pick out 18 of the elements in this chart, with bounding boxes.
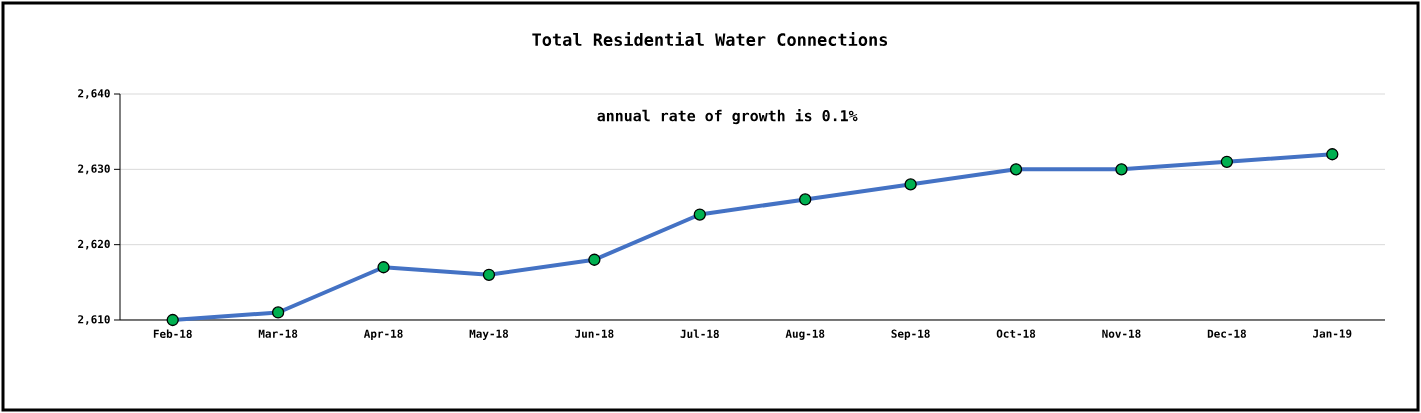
x-tick-label: Nov-18 bbox=[1102, 329, 1141, 338]
x-tick-label: Aug-18 bbox=[785, 329, 825, 340]
x-tick-label: Sep-18 bbox=[891, 329, 930, 340]
x-tick-label: Jun-18 bbox=[575, 329, 614, 338]
y-tick-label: 2,640 bbox=[78, 89, 110, 99]
x-tick-label: Mar-18 bbox=[258, 329, 298, 338]
x-tick-label: Jul-18 bbox=[680, 329, 719, 338]
x-tick-label: Oct-18 bbox=[996, 329, 1036, 338]
annotation: annual rate of growth is 0.1% bbox=[597, 108, 858, 125]
x-tick-label: May-18 bbox=[469, 329, 509, 340]
y-tick-label: 2,610 bbox=[78, 315, 110, 325]
x-tick-label: Feb-18 bbox=[153, 329, 192, 338]
x-tick-label: Dec-18 bbox=[1207, 329, 1246, 338]
chart-title: Total Residential Water Connections bbox=[532, 31, 888, 46]
x-tick-label: Jan-19 bbox=[1313, 329, 1352, 338]
y-tick-label: 2,620 bbox=[78, 239, 110, 250]
x-tick-label: Apr-18 bbox=[363, 329, 403, 340]
y-tick-label: 2,630 bbox=[78, 164, 110, 175]
